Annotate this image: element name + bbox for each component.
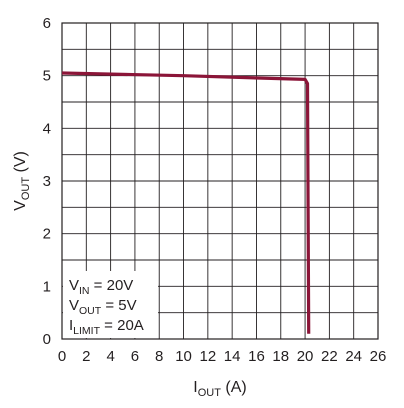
annotation-line: ILIMIT = 20A (69, 317, 144, 337)
x-tick-label: 6 (131, 348, 139, 365)
annotation-box-background (63, 271, 158, 338)
y-tick-label: 5 (43, 68, 51, 85)
x-tick-label: 10 (175, 348, 192, 365)
x-tick-label: 0 (58, 348, 66, 365)
y-tick-label: 3 (43, 173, 51, 190)
y-tick-label: 2 (43, 226, 51, 243)
x-tick-label: 16 (248, 348, 265, 365)
series-line (61, 71, 311, 334)
annotation-line: VOUT = 5V (69, 297, 137, 317)
x-tick-label: 26 (370, 348, 387, 365)
plot-frame (61, 22, 379, 340)
x-tick-label: 18 (272, 348, 289, 365)
x-axis-label: IOUT (A) (193, 379, 246, 399)
x-tick-label: 8 (155, 348, 163, 365)
x-tick-labels: 0 2 4 6 8 10 12 14 16 18 20 22 24 26 (58, 348, 387, 365)
x-tick-label: 4 (106, 348, 114, 365)
series-group (61, 71, 311, 334)
annotation-line: VIN = 20V (69, 277, 133, 297)
x-tick-label: 2 (82, 348, 90, 365)
y-tick-labels: 0 1 2 3 4 5 6 (43, 15, 51, 348)
y-axis-label: VOUT (V) (12, 151, 32, 211)
x-tick-label: 12 (200, 348, 217, 365)
y-tick-label: 6 (43, 15, 51, 32)
y-tick-label: 4 (43, 120, 51, 137)
y-tick-label: 1 (43, 278, 51, 295)
x-tick-label: 20 (297, 348, 314, 365)
x-tick-label: 24 (345, 348, 362, 365)
x-tick-label: 22 (321, 348, 338, 365)
x-tick-label: 14 (224, 348, 241, 365)
y-tick-label: 0 (43, 331, 51, 348)
